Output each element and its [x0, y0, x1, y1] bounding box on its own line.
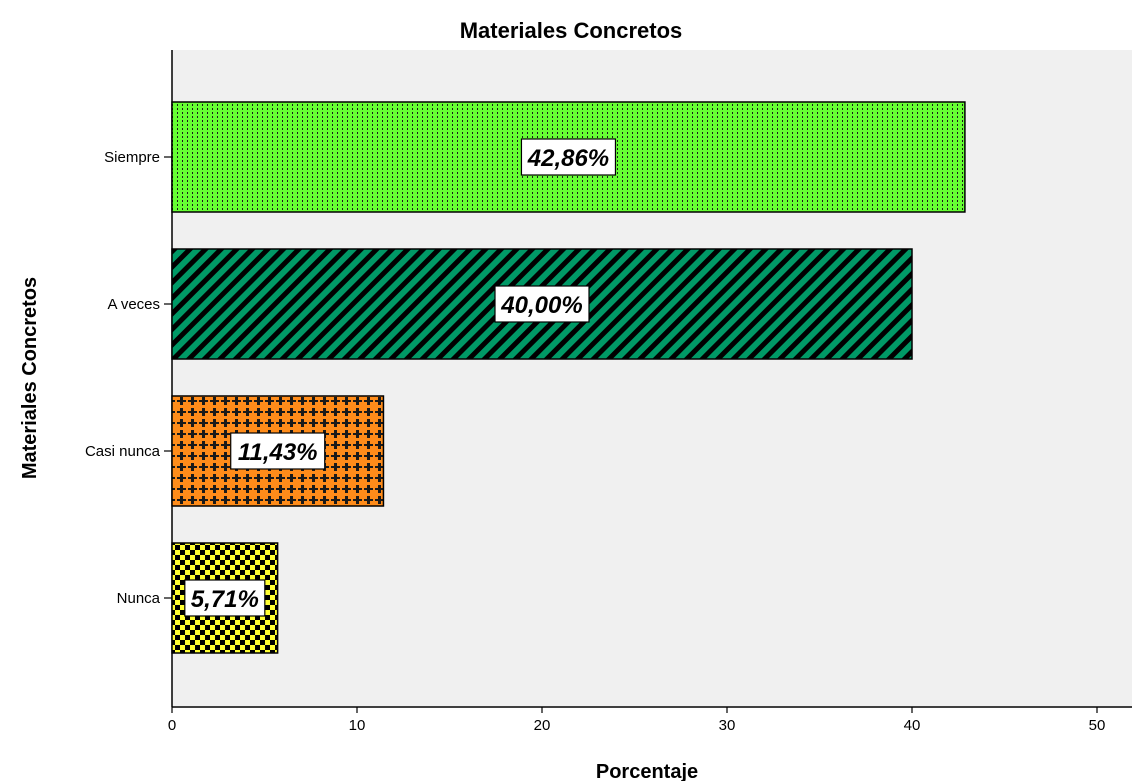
data-label-box-2 [230, 432, 326, 470]
x-tick-label-3: 30 [719, 717, 736, 734]
chart-title: Materiales Concretos [460, 18, 683, 43]
data-label-1: 40,00% [500, 292, 582, 319]
x-tick-label-4: 40 [904, 717, 921, 734]
category-label-0: Siempre [104, 149, 160, 166]
x-axis-label: Porcentaje [596, 761, 698, 781]
data-label-box-3 [184, 579, 266, 617]
x-tick-label-5: 50 [1089, 717, 1106, 734]
x-axis-ticks: 0 10 20 30 40 50 [168, 707, 1106, 734]
data-label-2: 11,43% [238, 439, 318, 466]
category-label-2: Casi nunca [85, 443, 161, 460]
data-label-box-0 [520, 138, 617, 176]
data-label-0: 42,86% [527, 145, 609, 172]
data-label-3: 5,71% [191, 586, 259, 613]
x-tick-label-1: 10 [349, 717, 366, 734]
y-axis-label: Materiales Concretos [19, 277, 41, 479]
category-label-3: Nunca [117, 590, 161, 607]
bars-group: Siempre 42,86% A veces 40,00% Casi nunca 11,4… [85, 101, 966, 654]
data-label-box-1 [494, 285, 590, 323]
x-tick-label-2: 20 [534, 717, 551, 734]
x-tick-label-0: 0 [168, 717, 176, 734]
category-label-1: A veces [107, 296, 160, 313]
